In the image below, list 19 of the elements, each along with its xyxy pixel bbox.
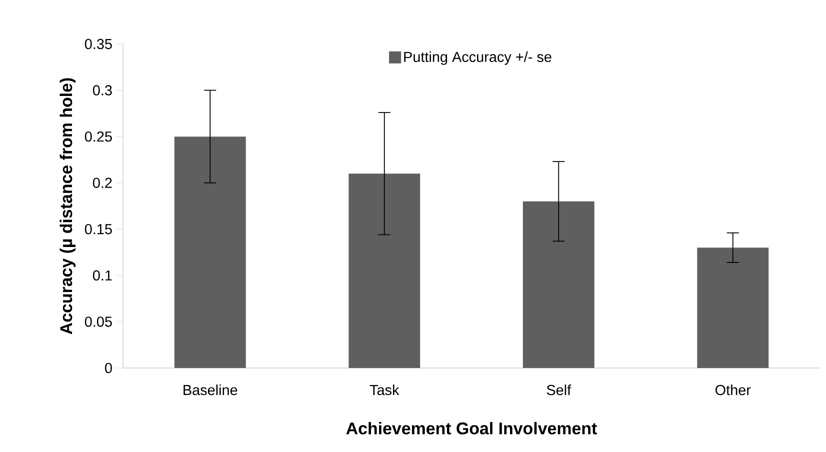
bar (697, 248, 769, 368)
bar (348, 174, 420, 368)
x-tick-label: Other (716, 384, 751, 396)
legend-label: Putting Accuracy +/- se (404, 51, 552, 65)
x-tick-label: Task (370, 384, 400, 396)
y-tick-label: 0.05 (84, 316, 112, 327)
y-tick-label: 0.1 (92, 270, 112, 281)
bar (174, 136, 246, 368)
y-tick-label: 0.15 (84, 224, 112, 234)
x-tick-label: Baseline (184, 384, 238, 396)
y-tick-label: 0 (105, 362, 112, 374)
y-tick-label: 0.2 (92, 178, 112, 188)
y-tick-label: 0.35 (84, 38, 112, 50)
y-axis-title: Accuracy (µ distance from hole) (60, 78, 76, 334)
x-tick-label: Self (546, 384, 572, 396)
y-tick-label: 0.25 (84, 131, 112, 142)
y-tick-label: 0.3 (92, 85, 112, 96)
bar (522, 201, 594, 368)
x-axis-title: Achievement Goal Involvement (346, 422, 597, 434)
